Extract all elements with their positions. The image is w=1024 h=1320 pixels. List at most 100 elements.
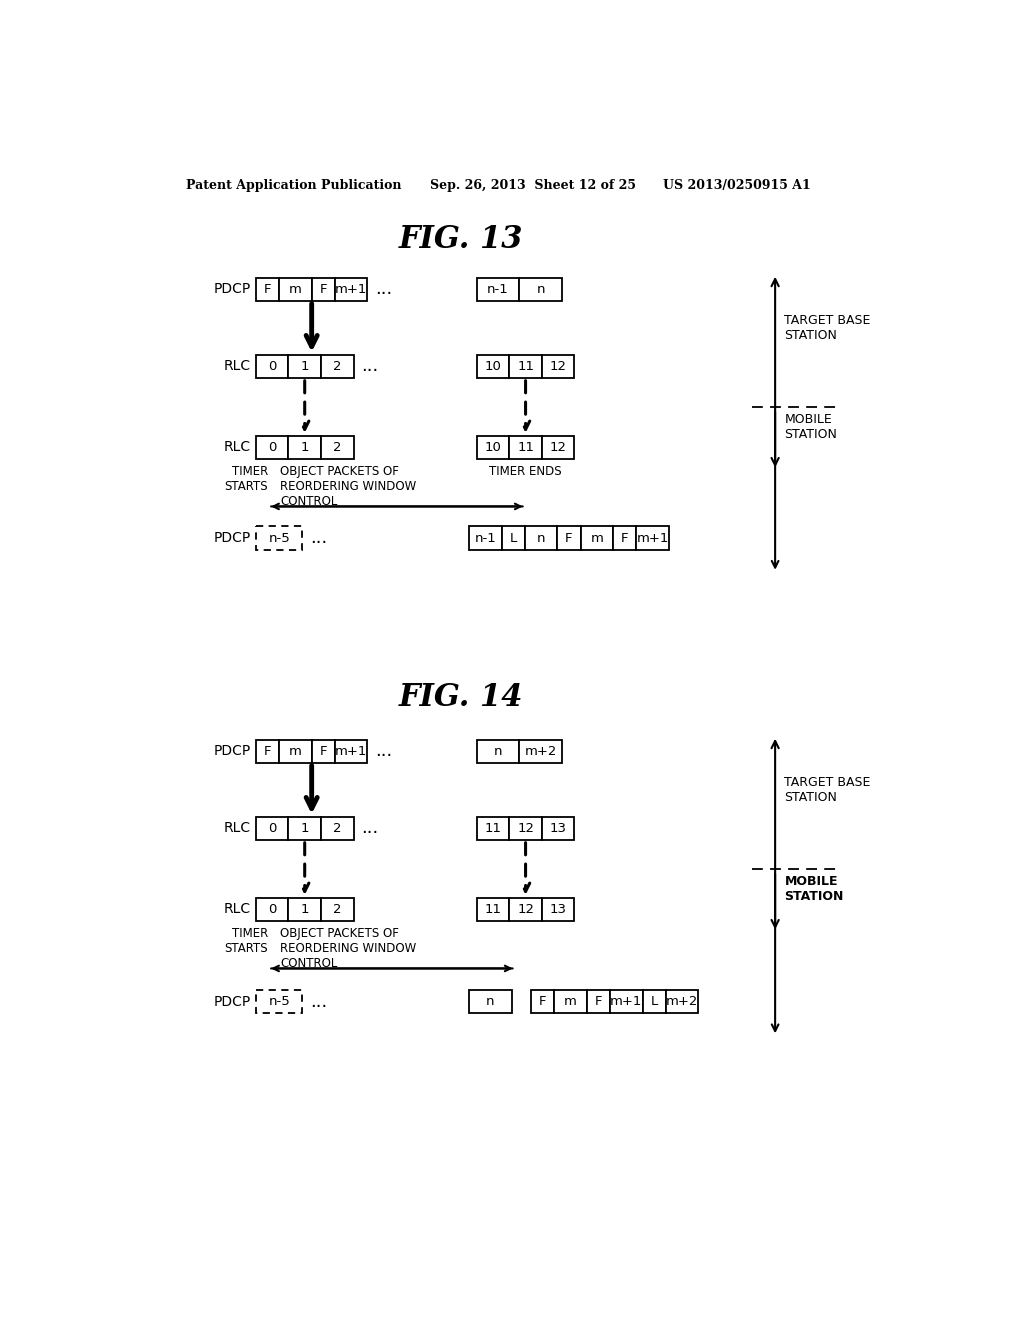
Text: F: F	[565, 532, 572, 545]
Bar	[311, 277, 335, 301]
Bar	[469, 990, 512, 1014]
Text: 12: 12	[550, 360, 566, 372]
Text: n: n	[537, 282, 545, 296]
Text: 13: 13	[550, 903, 566, 916]
Text: 2: 2	[333, 441, 341, 454]
Text: 12: 12	[517, 903, 535, 916]
Text: ...: ...	[310, 993, 328, 1011]
Bar	[509, 898, 542, 921]
Bar	[643, 990, 666, 1014]
Bar	[256, 817, 289, 840]
Text: n-1: n-1	[474, 532, 497, 545]
Bar	[666, 990, 698, 1014]
Text: Sep. 26, 2013  Sheet 12 of 25: Sep. 26, 2013 Sheet 12 of 25	[430, 178, 636, 191]
Text: m: m	[289, 744, 302, 758]
Text: m: m	[591, 532, 603, 545]
Bar	[477, 277, 519, 301]
Bar	[289, 355, 321, 378]
Text: m+1: m+1	[335, 744, 368, 758]
Bar	[542, 436, 574, 459]
Text: F: F	[539, 995, 547, 1008]
Bar	[321, 436, 353, 459]
Text: 12: 12	[517, 822, 535, 834]
Text: MOBILE
STATION: MOBILE STATION	[784, 413, 838, 441]
Text: TIMER
STARTS: TIMER STARTS	[224, 465, 268, 492]
Bar	[256, 277, 280, 301]
Bar	[524, 527, 557, 549]
Bar	[289, 436, 321, 459]
Text: n-1: n-1	[487, 282, 509, 296]
Bar	[519, 277, 562, 301]
Text: 10: 10	[484, 441, 502, 454]
Bar	[335, 739, 368, 763]
Bar	[477, 898, 509, 921]
Text: 11: 11	[517, 360, 535, 372]
Bar	[636, 527, 669, 549]
Text: m: m	[564, 995, 577, 1008]
Bar	[280, 277, 311, 301]
Text: n: n	[537, 532, 546, 545]
Bar	[256, 436, 289, 459]
Bar	[509, 355, 542, 378]
Bar	[289, 817, 321, 840]
Text: PDCP: PDCP	[213, 994, 251, 1008]
Text: OBJECT PACKETS OF
REORDERING WINDOW
CONTROL: OBJECT PACKETS OF REORDERING WINDOW CONT…	[280, 927, 416, 970]
Bar	[280, 739, 311, 763]
Bar	[542, 355, 574, 378]
Bar	[581, 527, 613, 549]
Text: 2: 2	[333, 822, 341, 834]
Text: m+1: m+1	[335, 282, 368, 296]
Text: 10: 10	[484, 360, 502, 372]
Text: m+2: m+2	[524, 744, 557, 758]
Text: FIG. 13: FIG. 13	[399, 224, 523, 255]
Text: PDCP: PDCP	[213, 531, 251, 545]
Text: RLC: RLC	[223, 440, 251, 454]
Text: 2: 2	[333, 903, 341, 916]
Bar	[557, 527, 581, 549]
Bar	[613, 527, 636, 549]
Text: 11: 11	[484, 903, 502, 916]
Text: MOBILE
STATION: MOBILE STATION	[784, 875, 844, 903]
Text: 13: 13	[550, 822, 566, 834]
Bar	[502, 527, 524, 549]
Text: n: n	[486, 995, 495, 1008]
Text: m+2: m+2	[666, 995, 698, 1008]
Bar	[519, 739, 562, 763]
Text: ...: ...	[375, 742, 392, 760]
Text: FIG. 14: FIG. 14	[399, 682, 523, 713]
Text: n-5: n-5	[268, 532, 290, 545]
Bar	[289, 898, 321, 921]
Bar	[469, 527, 502, 549]
Text: F: F	[264, 744, 271, 758]
Text: 0: 0	[268, 822, 276, 834]
Text: RLC: RLC	[223, 902, 251, 916]
Text: 0: 0	[268, 903, 276, 916]
Bar	[311, 739, 335, 763]
Bar	[509, 817, 542, 840]
Text: F: F	[264, 282, 271, 296]
Bar	[321, 355, 353, 378]
Text: OBJECT PACKETS OF
REORDERING WINDOW
CONTROL: OBJECT PACKETS OF REORDERING WINDOW CONT…	[280, 465, 416, 508]
Text: F: F	[621, 532, 629, 545]
Text: TARGET BASE
STATION: TARGET BASE STATION	[784, 314, 870, 342]
Text: 11: 11	[484, 822, 502, 834]
Bar	[256, 527, 302, 549]
Text: ...: ...	[375, 280, 392, 298]
Bar	[587, 990, 610, 1014]
Text: US 2013/0250915 A1: US 2013/0250915 A1	[663, 178, 811, 191]
Text: PDCP: PDCP	[213, 282, 251, 296]
Text: TIMER
STARTS: TIMER STARTS	[224, 927, 268, 954]
Bar	[256, 990, 302, 1014]
Text: m: m	[289, 282, 302, 296]
Bar	[542, 817, 574, 840]
Bar	[256, 898, 289, 921]
Bar	[477, 355, 509, 378]
Text: ...: ...	[310, 529, 328, 546]
Text: L: L	[510, 532, 517, 545]
Bar	[531, 990, 554, 1014]
Bar	[610, 990, 643, 1014]
Text: m+1: m+1	[610, 995, 642, 1008]
Text: 12: 12	[550, 441, 566, 454]
Bar	[554, 990, 587, 1014]
Text: RLC: RLC	[223, 359, 251, 374]
